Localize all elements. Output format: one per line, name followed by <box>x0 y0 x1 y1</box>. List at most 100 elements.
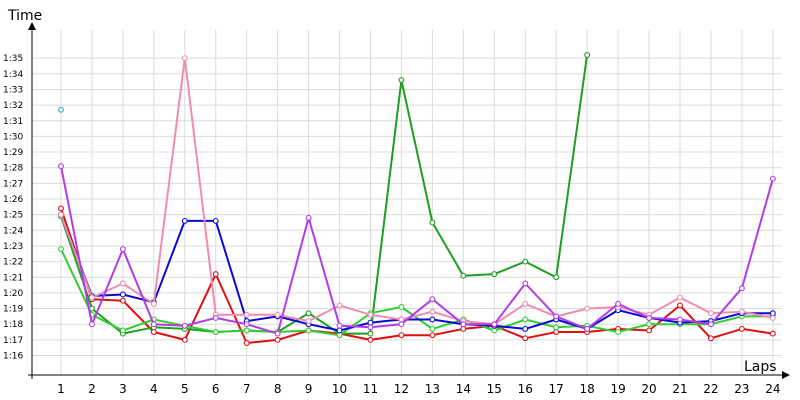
data-point <box>429 332 436 339</box>
y-tick-label: 1:32 <box>3 101 23 111</box>
data-point <box>584 305 591 312</box>
data-point <box>677 302 683 309</box>
data-point <box>398 332 405 339</box>
x-tick-label: 9 <box>305 382 313 396</box>
data-point <box>119 291 126 298</box>
x-tick-label: 4 <box>150 382 158 396</box>
x-tick-label: 6 <box>212 382 220 396</box>
data-point <box>707 310 714 317</box>
x-tick-label: 20 <box>641 382 656 396</box>
x-tick-label: 11 <box>363 382 378 396</box>
data-point <box>491 321 498 328</box>
data-point <box>677 294 683 301</box>
data-point <box>769 330 776 337</box>
data-point <box>646 327 652 334</box>
data-point <box>460 321 467 328</box>
data-point <box>615 300 622 307</box>
y-tick-label: 1:31 <box>3 117 23 127</box>
data-point <box>212 217 219 224</box>
data-point <box>274 311 281 318</box>
data-point <box>119 327 126 334</box>
series-line <box>60 214 773 332</box>
y-tick-label: 1:22 <box>3 258 23 268</box>
data-point <box>738 285 745 292</box>
data-point <box>336 327 343 334</box>
data-point <box>119 246 126 253</box>
data-point <box>305 318 312 325</box>
data-point <box>181 336 188 343</box>
data-point <box>429 325 436 332</box>
data-point <box>150 329 157 335</box>
data-point <box>398 77 405 84</box>
y-tick-label: 1:34 <box>3 70 23 80</box>
data-point <box>367 324 374 331</box>
x-tick-label: 7 <box>243 382 251 396</box>
x-tick-label: 22 <box>703 382 718 396</box>
x-tick-label: 23 <box>734 382 749 396</box>
data-point <box>429 219 436 226</box>
data-point <box>367 336 374 343</box>
series-layer <box>58 52 776 346</box>
data-point <box>181 55 188 62</box>
data-point <box>212 314 219 321</box>
data-point <box>150 321 157 328</box>
x-tick-label: 8 <box>274 382 282 396</box>
data-point <box>429 308 436 315</box>
data-point <box>677 316 683 323</box>
data-point <box>707 335 714 342</box>
data-point <box>367 330 374 337</box>
data-point <box>522 300 529 307</box>
x-tick-label: 3 <box>119 382 127 396</box>
x-tick-label: 15 <box>487 382 502 396</box>
data-point <box>336 302 343 309</box>
x-tick-label: 16 <box>518 382 533 396</box>
series-line <box>60 54 589 335</box>
x-axis-arrow-icon <box>782 371 790 379</box>
data-point <box>181 322 188 329</box>
data-point <box>522 280 529 287</box>
data-point <box>243 340 250 346</box>
data-point <box>58 106 64 113</box>
y-tick-label: 1:33 <box>3 85 23 95</box>
data-point <box>181 217 188 224</box>
y-tick-label: 1:28 <box>3 164 23 174</box>
data-point <box>336 332 343 339</box>
data-point <box>243 311 250 318</box>
data-point <box>553 274 560 281</box>
data-point <box>491 271 498 278</box>
y-tick-label: 1:27 <box>3 179 23 189</box>
data-point <box>119 280 126 287</box>
x-tick-label: 21 <box>672 382 687 396</box>
series-6 <box>58 163 776 337</box>
y-tick-label: 1:24 <box>3 226 23 236</box>
data-point <box>305 310 312 317</box>
data-point <box>58 211 64 218</box>
y-tick-label: 1:23 <box>3 242 23 252</box>
data-point <box>119 297 126 304</box>
data-point <box>429 296 436 303</box>
data-point <box>150 300 157 307</box>
y-tick-label: 1:21 <box>3 273 23 283</box>
data-point <box>584 52 591 58</box>
axes <box>28 22 790 379</box>
data-point <box>738 325 745 332</box>
x-tick-label: 5 <box>181 382 189 396</box>
data-point <box>88 321 95 328</box>
data-point <box>553 329 560 335</box>
data-point <box>460 272 467 279</box>
y-axis-title: Time <box>7 8 42 24</box>
data-point <box>367 311 374 318</box>
x-tick-label: 12 <box>394 382 409 396</box>
data-point <box>522 335 529 342</box>
data-point <box>738 308 745 315</box>
data-point <box>769 310 776 317</box>
data-point <box>88 294 95 301</box>
data-point <box>274 336 281 343</box>
y-tick-label: 1:16 <box>3 352 23 362</box>
data-point <box>243 327 250 334</box>
data-point <box>398 316 405 323</box>
data-point <box>398 321 405 328</box>
series-line <box>60 208 774 344</box>
data-point <box>274 330 281 337</box>
y-tick-label: 1:19 <box>3 305 23 315</box>
